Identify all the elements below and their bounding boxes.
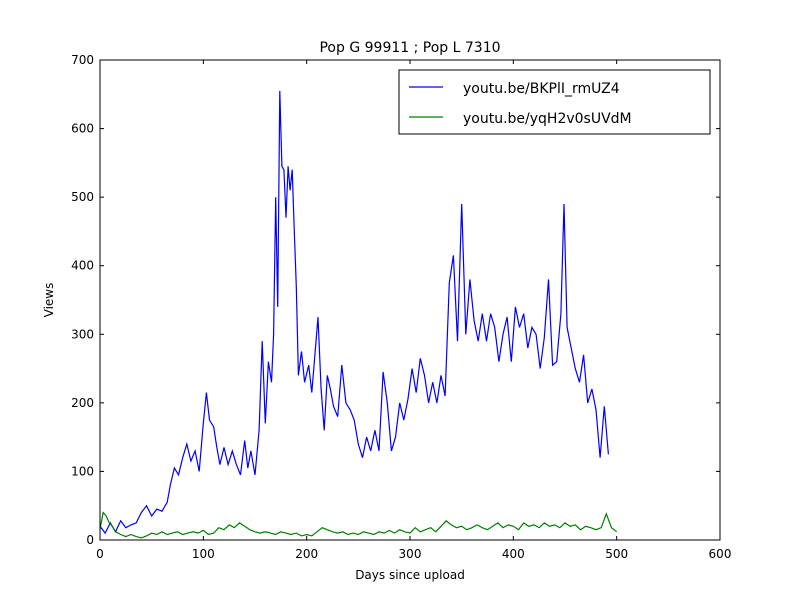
- x-tick-label: 500: [605, 547, 628, 561]
- series-line-2: [99, 511, 618, 539]
- x-axis-label: Days since upload: [355, 568, 465, 582]
- x-tick-label: 100: [192, 547, 215, 561]
- legend-box: [398, 69, 711, 135]
- axis-ticks: 0 100 200 300 400 500 600 0 100 200 300 400 500 600 70…: [71, 53, 731, 561]
- x-tick-label: 0: [96, 547, 104, 561]
- y-tick-label: 600: [71, 122, 94, 136]
- x-tick-label: 400: [502, 547, 525, 561]
- y-tick-label: 500: [71, 190, 94, 204]
- y-tick-label: 400: [71, 259, 94, 273]
- chart-title: Pop G 99911 ; Pop L 7310: [319, 40, 500, 56]
- y-tick-label: 700: [71, 53, 94, 67]
- y-tick-label: 100: [71, 464, 94, 478]
- series-line-1: [99, 90, 609, 535]
- legend: youtu.be/BKPlI_rmUZ4 youtu.be/yqH2v0sUVdM: [398, 69, 711, 135]
- x-tick-label: 600: [709, 547, 732, 561]
- y-tick-label: 200: [71, 396, 94, 410]
- legend-label-1: youtu.be/BKPlI_rmUZ4: [463, 81, 620, 97]
- y-tick-label: 300: [71, 327, 94, 341]
- y-tick-label: 0: [86, 533, 94, 547]
- x-tick-label: 200: [295, 547, 318, 561]
- plot-area: [99, 90, 618, 539]
- x-tick-label: 300: [399, 547, 422, 561]
- legend-label-2: youtu.be/yqH2v0sUVdM: [463, 111, 632, 127]
- y-axis-label: Views: [42, 283, 56, 318]
